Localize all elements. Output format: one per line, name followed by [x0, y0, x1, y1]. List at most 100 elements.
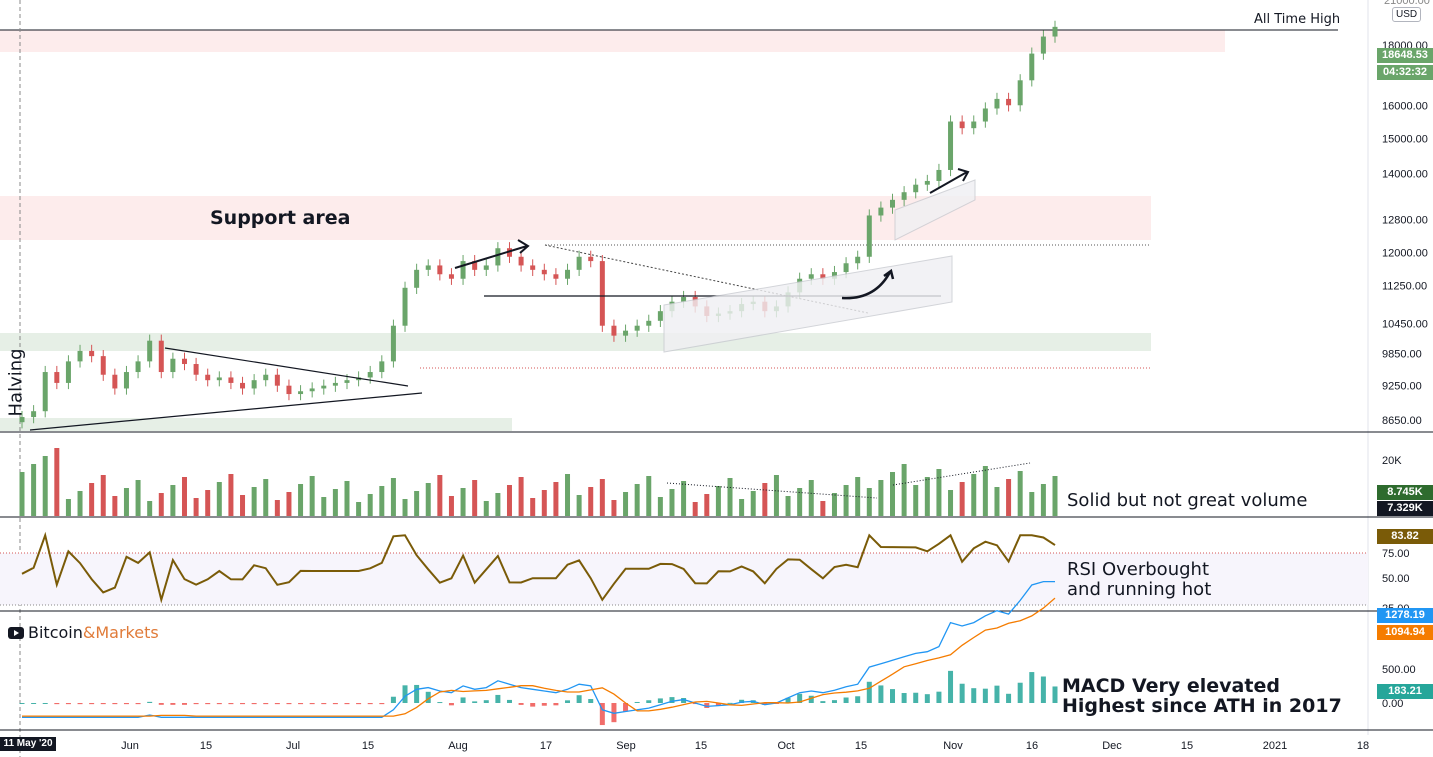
candle-body [77, 350, 83, 362]
macd-histogram-bar [657, 698, 663, 703]
macd-histogram-bar [216, 703, 222, 705]
candle-body [414, 269, 420, 288]
macd-histogram-bar [739, 699, 745, 703]
volume-bar [936, 469, 942, 516]
currency-badge[interactable]: USD [1392, 7, 1422, 22]
macd-histogram-bar [890, 689, 896, 703]
volume-bar [599, 479, 605, 516]
triangle-lower-line [29, 392, 423, 431]
candle-body [437, 265, 443, 275]
rsi-note-1: RSI Overbought [1067, 559, 1209, 580]
candle-body [936, 169, 942, 181]
price-tick-label: 15000.00 [1382, 133, 1428, 145]
macd-histogram-bar [623, 703, 629, 712]
macd-histogram-bar [240, 703, 246, 705]
candle-body [518, 256, 524, 266]
volume-bar [634, 484, 640, 516]
volume-bar [808, 480, 814, 516]
volume-bar [646, 476, 652, 516]
x-tick-label: Jul [286, 740, 300, 752]
candle-body [274, 374, 280, 386]
volume-bar [1006, 479, 1012, 516]
candle-body [19, 417, 25, 423]
volume-bar [1052, 476, 1058, 516]
volume-bar [344, 481, 350, 516]
volume-bar [460, 488, 466, 516]
price-tick-label: 16000.00 [1382, 100, 1428, 112]
volume-bar [948, 490, 954, 516]
macd-histogram-bar [855, 696, 861, 703]
macd-histogram-bar [181, 703, 187, 705]
candle-body [913, 184, 919, 193]
volume-bar [298, 484, 304, 516]
volume-bar [158, 493, 164, 516]
macd-histogram-bar [669, 697, 675, 703]
macd-histogram-bar [843, 697, 849, 703]
candle-body [286, 385, 292, 395]
candle-body [1017, 80, 1023, 106]
candle-body [158, 340, 164, 373]
candle-body [89, 350, 95, 357]
macd-histogram-bar [89, 703, 95, 705]
volume-bar [100, 475, 106, 516]
volume-bar [89, 483, 95, 516]
volume-bar [576, 495, 582, 516]
macd-histogram-bar [936, 691, 942, 703]
macd-line [22, 580, 1055, 718]
volume-bar [390, 478, 396, 516]
macd-histogram-bar [158, 703, 164, 705]
macd-tick-label: 0.00 [1382, 698, 1403, 710]
candle-body [948, 121, 954, 170]
macd-histogram-bar [913, 692, 919, 703]
candle-body [170, 358, 176, 373]
macd-histogram-bar [344, 703, 350, 705]
macd-histogram-bar [54, 703, 60, 705]
macd-histogram-bar [286, 703, 292, 705]
candle-body [65, 361, 71, 383]
volume-bar [228, 474, 234, 516]
macd-histogram-bar [820, 701, 826, 703]
macd-histogram-bar [332, 703, 338, 705]
candle-body [251, 380, 257, 389]
candle-body [657, 311, 663, 321]
volume-note: Solid but not great volume [1067, 490, 1308, 511]
candle-body [1040, 36, 1046, 54]
volume-bar [414, 491, 420, 516]
candle-body [994, 98, 1000, 109]
downtrend-line [544, 244, 869, 314]
macd-histogram-bar [634, 701, 640, 703]
candle-body [959, 121, 965, 129]
volume-bar [924, 477, 930, 516]
macd-histogram-bar [611, 703, 617, 723]
candle-body [611, 325, 617, 336]
volume-bar [878, 480, 884, 516]
rsi-tick-label: 75.00 [1382, 548, 1410, 560]
macd-histogram-bar [518, 703, 524, 705]
candle-body [1029, 53, 1035, 81]
macd-histogram-bar [77, 703, 83, 705]
volume-bar [77, 491, 83, 516]
volume-bar [762, 483, 768, 516]
volume-bar [123, 488, 129, 516]
candle-body [808, 274, 814, 279]
volume-bar [669, 489, 675, 516]
macd-histogram-bar [797, 693, 803, 703]
macd-histogram-bar [65, 703, 71, 705]
volume-bar [483, 501, 489, 516]
volume-bar [286, 492, 292, 516]
volume-bar [240, 495, 246, 516]
price-tick-label: 9850.00 [1382, 349, 1422, 361]
macd-histogram-bar [704, 703, 710, 708]
candle-body [228, 377, 234, 383]
macd-histogram-bar [123, 703, 129, 705]
x-tick-label: 2021 [1263, 740, 1287, 752]
macd-histogram-bar [541, 703, 547, 706]
candle-body [42, 372, 48, 412]
x-tick-label: Oct [777, 740, 794, 752]
price-tick-label: 11250.00 [1382, 281, 1427, 293]
candle-body [309, 388, 315, 392]
volume-bar [147, 501, 153, 516]
upper-channel-shape [894, 179, 976, 241]
candle-body [147, 340, 153, 362]
candle-body [344, 380, 350, 383]
